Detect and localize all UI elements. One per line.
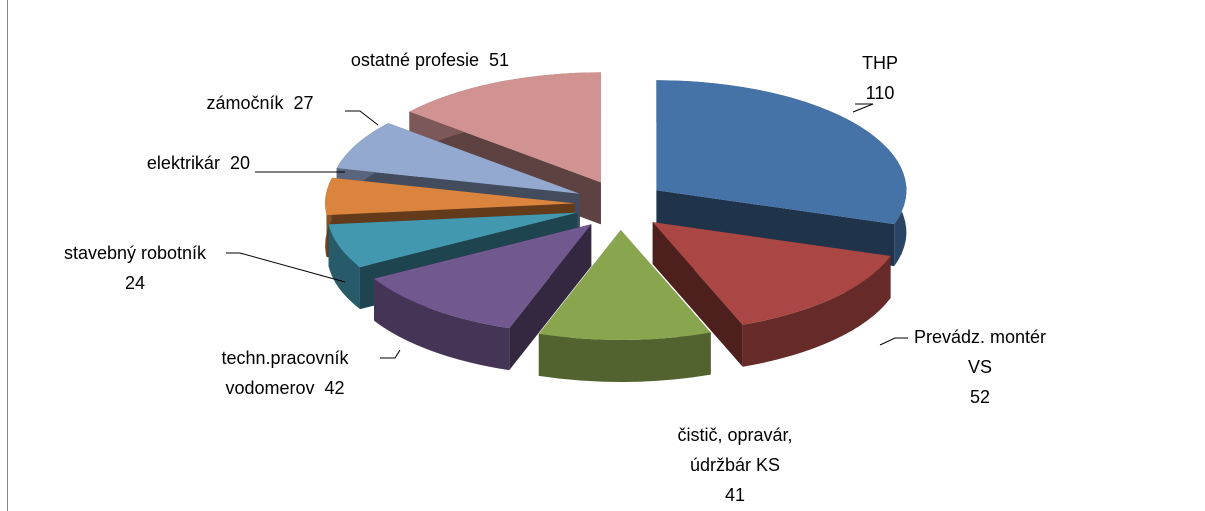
label-value: 51: [489, 50, 510, 70]
data-label: techn.pracovník vodomerov 42: [185, 343, 385, 403]
slice: [538, 229, 711, 382]
label-value: 52: [969, 387, 991, 407]
data-label: ostatné profesie 51: [310, 45, 550, 75]
slice-top: [328, 212, 578, 268]
data-label: Prevádz. montér VS 52: [900, 322, 1060, 412]
data-label: zámočník 27: [170, 88, 350, 118]
label-value: 41: [724, 485, 746, 505]
slice-top: [656, 80, 907, 225]
slice: [374, 224, 592, 371]
slice-top: [538, 229, 711, 340]
data-label: elektrikár 20: [40, 148, 250, 178]
label-name: ostatné profesie: [350, 50, 480, 70]
slice-top: [374, 224, 592, 329]
leader-line: [879, 337, 908, 346]
slice: [652, 222, 891, 367]
label-name: čistič, opravár, údržbár KS: [677, 425, 793, 475]
slice-side: [652, 222, 743, 367]
leader-line: [345, 110, 379, 126]
leader-line: [852, 103, 874, 113]
slice-top: [325, 177, 576, 216]
label-name: elektrikár: [146, 153, 220, 173]
slice: [656, 80, 907, 267]
label-value: 20: [229, 153, 250, 173]
label-name: techn.pracovník vodomerov: [221, 348, 349, 398]
slice-wall: [374, 278, 510, 371]
label-value: 42: [324, 378, 345, 398]
label-name: Prevádz. montér VS: [913, 327, 1047, 377]
leader-line: [226, 252, 346, 283]
slice-side: [656, 190, 895, 267]
slice-top: [409, 72, 601, 183]
data-label: THP 110: [830, 48, 930, 108]
slice-top: [336, 123, 580, 194]
slice-wall: [742, 255, 891, 367]
label-value: 27: [293, 93, 314, 113]
slice-wall: [538, 332, 711, 382]
data-label: čistič, opravár, údržbár KS 41: [650, 420, 820, 510]
label-name: zámočník: [206, 93, 284, 113]
label-value: 24: [124, 273, 146, 293]
slice-wall: [328, 224, 360, 310]
label-name: THP: [862, 53, 898, 73]
label-name: stavebný robotník: [63, 243, 207, 263]
data-label: stavebný robotník 24: [20, 238, 250, 298]
slice-top: [652, 222, 891, 325]
leader-line: [380, 349, 401, 359]
label-value: 110: [865, 83, 895, 103]
